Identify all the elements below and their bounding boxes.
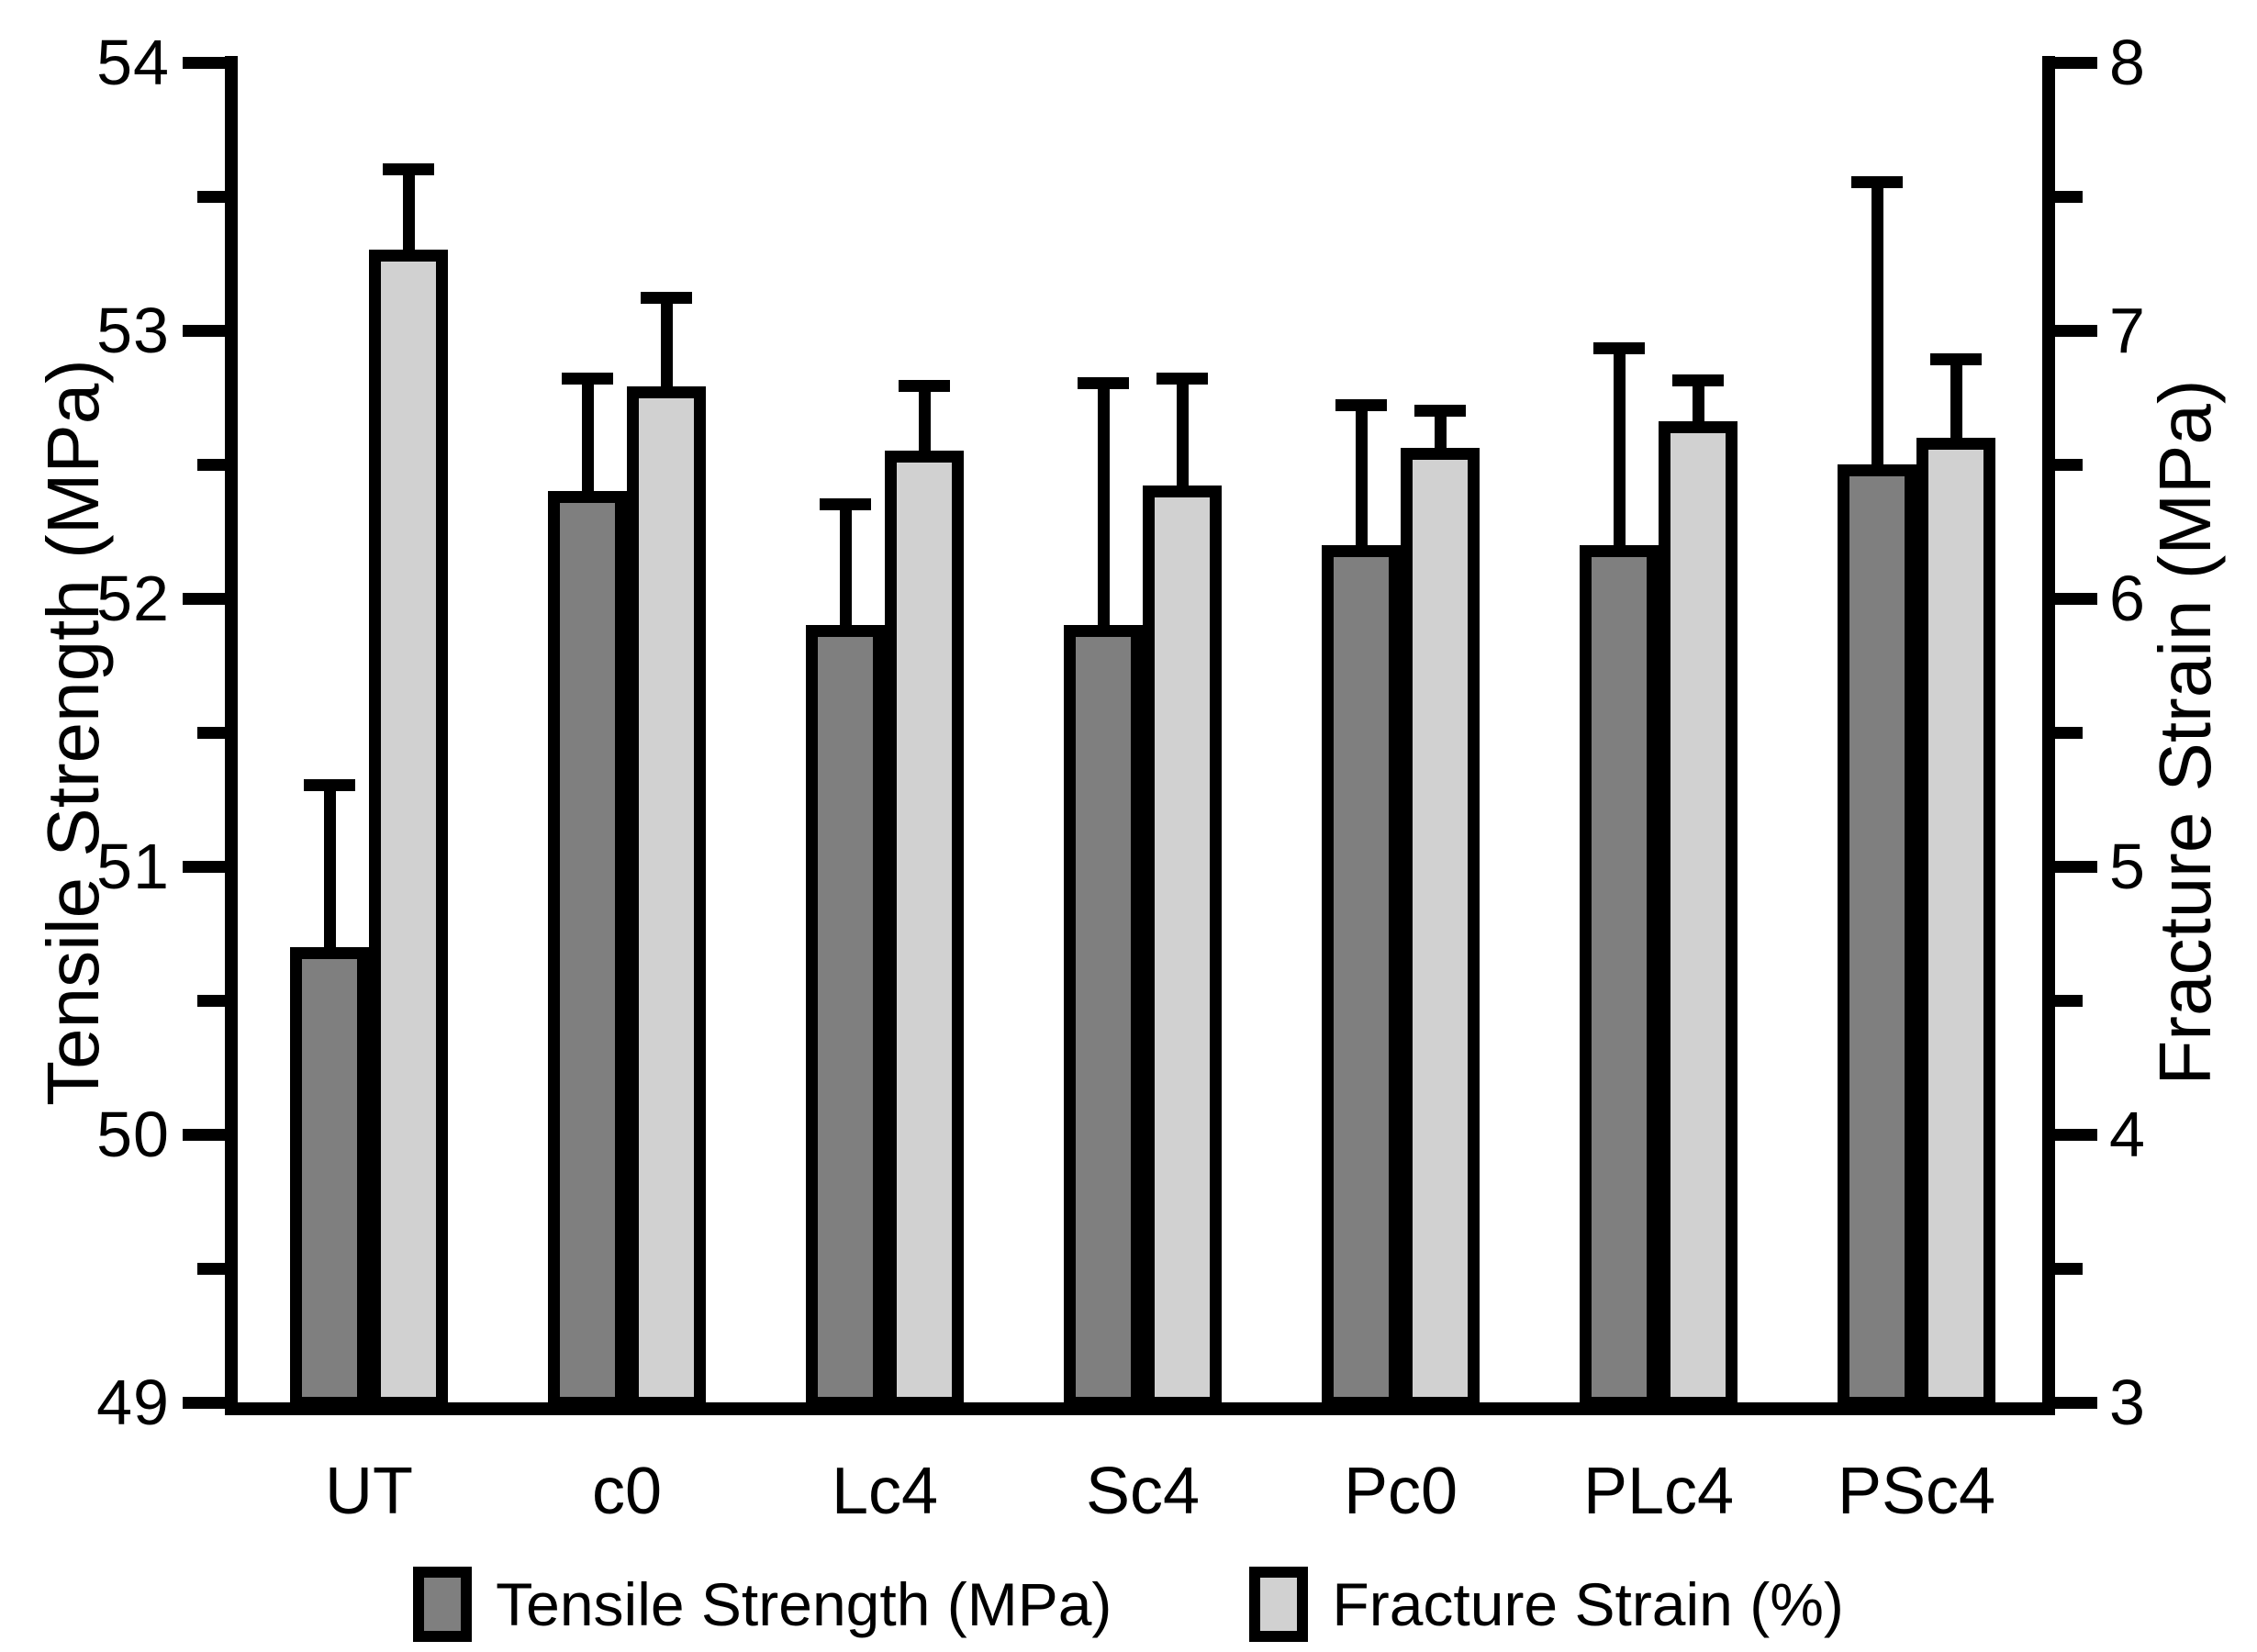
legend: Tensile Strength (MPa) Fracture Strain (… <box>0 1549 2257 1652</box>
x-axis-label-c0: c0 <box>591 1455 663 1528</box>
error-bar-tensile-strength-PLc4 <box>1614 349 1626 545</box>
error-bar-cap-fracture-strain-Pc0 <box>1414 404 1466 417</box>
error-bar-cap-tensile-strength-c0 <box>562 372 613 385</box>
left-axis-minor-tick <box>197 459 225 471</box>
error-bar-fracture-strain-UT <box>403 169 415 251</box>
error-bar-fracture-strain-c0 <box>661 297 673 387</box>
left-axis-minor-tick <box>197 191 225 203</box>
x-axis-label-PLc4: PLc4 <box>1582 1455 1735 1528</box>
error-bar-fracture-strain-PSc4 <box>1950 360 1962 438</box>
legend-label-fracture-strain: Fracture Strain (%) <box>1332 1570 1844 1638</box>
error-bar-fracture-strain-Lc4 <box>919 386 931 452</box>
legend-item-fracture-strain: Fracture Strain (%) <box>1249 1567 1844 1642</box>
right-axis-minor-tick <box>2055 995 2083 1007</box>
legend-swatch-fracture-strain <box>1249 1567 1309 1642</box>
error-bar-cap-fracture-strain-PLc4 <box>1672 374 1724 387</box>
left-axis-tick-label: 52 <box>96 563 170 634</box>
right-axis-tick-label: 7 <box>2109 295 2146 366</box>
left-axis-major-tick <box>183 1129 225 1141</box>
left-axis-major-tick <box>183 57 225 69</box>
error-bar-cap-tensile-strength-Pc0 <box>1335 398 1387 411</box>
left-axis-minor-tick <box>197 1263 225 1275</box>
left-axis-tick-label: 49 <box>96 1367 170 1438</box>
bar-tensile-strength-Sc4 <box>1064 625 1143 1409</box>
right-axis-tick-label: 3 <box>2109 1367 2146 1438</box>
legend-swatch-tensile-strength <box>413 1567 473 1642</box>
error-bar-cap-fracture-strain-PSc4 <box>1930 353 1982 366</box>
right-axis-major-tick <box>2055 57 2097 69</box>
bar-tensile-strength-PSc4 <box>1838 464 1916 1409</box>
left-axis-title: Tensile Strength (MPa) <box>32 359 114 1106</box>
bar-tensile-strength-PLc4 <box>1580 544 1659 1409</box>
error-bar-cap-tensile-strength-PSc4 <box>1851 176 1903 189</box>
error-bar-fracture-strain-PLc4 <box>1693 381 1704 422</box>
left-axis-major-tick <box>183 593 225 605</box>
bar-fracture-strain-Sc4 <box>1143 486 1222 1409</box>
bar-tensile-strength-Pc0 <box>1322 544 1401 1409</box>
error-bar-cap-fracture-strain-UT <box>383 162 434 175</box>
right-axis-tick-label: 6 <box>2109 563 2146 634</box>
left-axis-minor-tick <box>197 995 225 1007</box>
error-bar-cap-tensile-strength-Lc4 <box>820 497 871 510</box>
error-bar-tensile-strength-Pc0 <box>1356 405 1368 545</box>
left-axis-minor-tick <box>197 727 225 739</box>
error-bar-tensile-strength-Lc4 <box>840 504 852 626</box>
bar-fracture-strain-c0 <box>627 386 706 1409</box>
x-axis-label-Sc4: Sc4 <box>1085 1455 1201 1528</box>
error-bar-fracture-strain-Sc4 <box>1177 378 1189 486</box>
error-bar-cap-fracture-strain-Sc4 <box>1156 372 1208 385</box>
right-axis-major-tick <box>2055 861 2097 873</box>
right-axis-tick-label: 8 <box>2109 27 2146 98</box>
bar-tensile-strength-c0 <box>548 491 627 1409</box>
error-bar-cap-tensile-strength-UT <box>304 779 355 792</box>
left-axis-tick-label: 53 <box>96 295 170 366</box>
error-bar-cap-fracture-strain-Lc4 <box>899 380 950 393</box>
left-axis-major-tick <box>183 325 225 337</box>
error-bar-tensile-strength-PSc4 <box>1872 183 1883 464</box>
bar-fracture-strain-Pc0 <box>1401 448 1480 1409</box>
bar-tensile-strength-UT <box>290 946 369 1409</box>
error-bar-tensile-strength-Sc4 <box>1098 384 1110 626</box>
bar-fracture-strain-PLc4 <box>1659 421 1737 1409</box>
bar-fracture-strain-UT <box>369 250 448 1409</box>
right-axis-major-tick <box>2055 1397 2097 1409</box>
right-axis-minor-tick <box>2055 191 2083 203</box>
left-axis-major-tick <box>183 1397 225 1409</box>
bar-tensile-strength-Lc4 <box>806 625 885 1409</box>
left-axis-tick-label: 51 <box>96 831 170 902</box>
right-axis-major-tick <box>2055 593 2097 605</box>
right-axis-title: Fracture Strain (MPa) <box>2144 379 2226 1086</box>
right-axis-major-tick <box>2055 1129 2097 1141</box>
legend-label-tensile-strength: Tensile Strength (MPa) <box>496 1570 1112 1638</box>
right-axis-minor-tick <box>2055 1263 2083 1275</box>
left-axis-line <box>225 56 238 1415</box>
error-bar-cap-tensile-strength-PLc4 <box>1593 342 1645 355</box>
x-axis-label-Lc4: Lc4 <box>831 1455 939 1528</box>
error-bar-tensile-strength-UT <box>324 786 336 947</box>
left-axis-tick-label: 50 <box>96 1099 170 1170</box>
legend-item-tensile-strength: Tensile Strength (MPa) <box>413 1567 1112 1642</box>
error-bar-cap-tensile-strength-Sc4 <box>1078 377 1129 390</box>
error-bar-tensile-strength-c0 <box>582 378 594 492</box>
left-axis-major-tick <box>183 861 225 873</box>
bar-fracture-strain-PSc4 <box>1916 437 1995 1409</box>
error-bar-fracture-strain-Pc0 <box>1435 410 1447 449</box>
error-bar-cap-fracture-strain-c0 <box>641 291 692 304</box>
right-axis-line <box>2042 56 2055 1415</box>
bar-fracture-strain-Lc4 <box>885 451 964 1409</box>
right-axis-tick-label: 4 <box>2109 1099 2146 1170</box>
right-axis-minor-tick <box>2055 459 2083 471</box>
right-axis-major-tick <box>2055 325 2097 337</box>
x-axis-label-PSc4: PSc4 <box>1837 1455 1996 1528</box>
x-axis-label-Pc0: Pc0 <box>1343 1455 1458 1528</box>
right-axis-minor-tick <box>2055 727 2083 739</box>
x-axis-label-UT: UT <box>325 1455 413 1528</box>
left-axis-tick-label: 54 <box>96 27 170 98</box>
right-axis-tick-label: 5 <box>2109 831 2146 902</box>
